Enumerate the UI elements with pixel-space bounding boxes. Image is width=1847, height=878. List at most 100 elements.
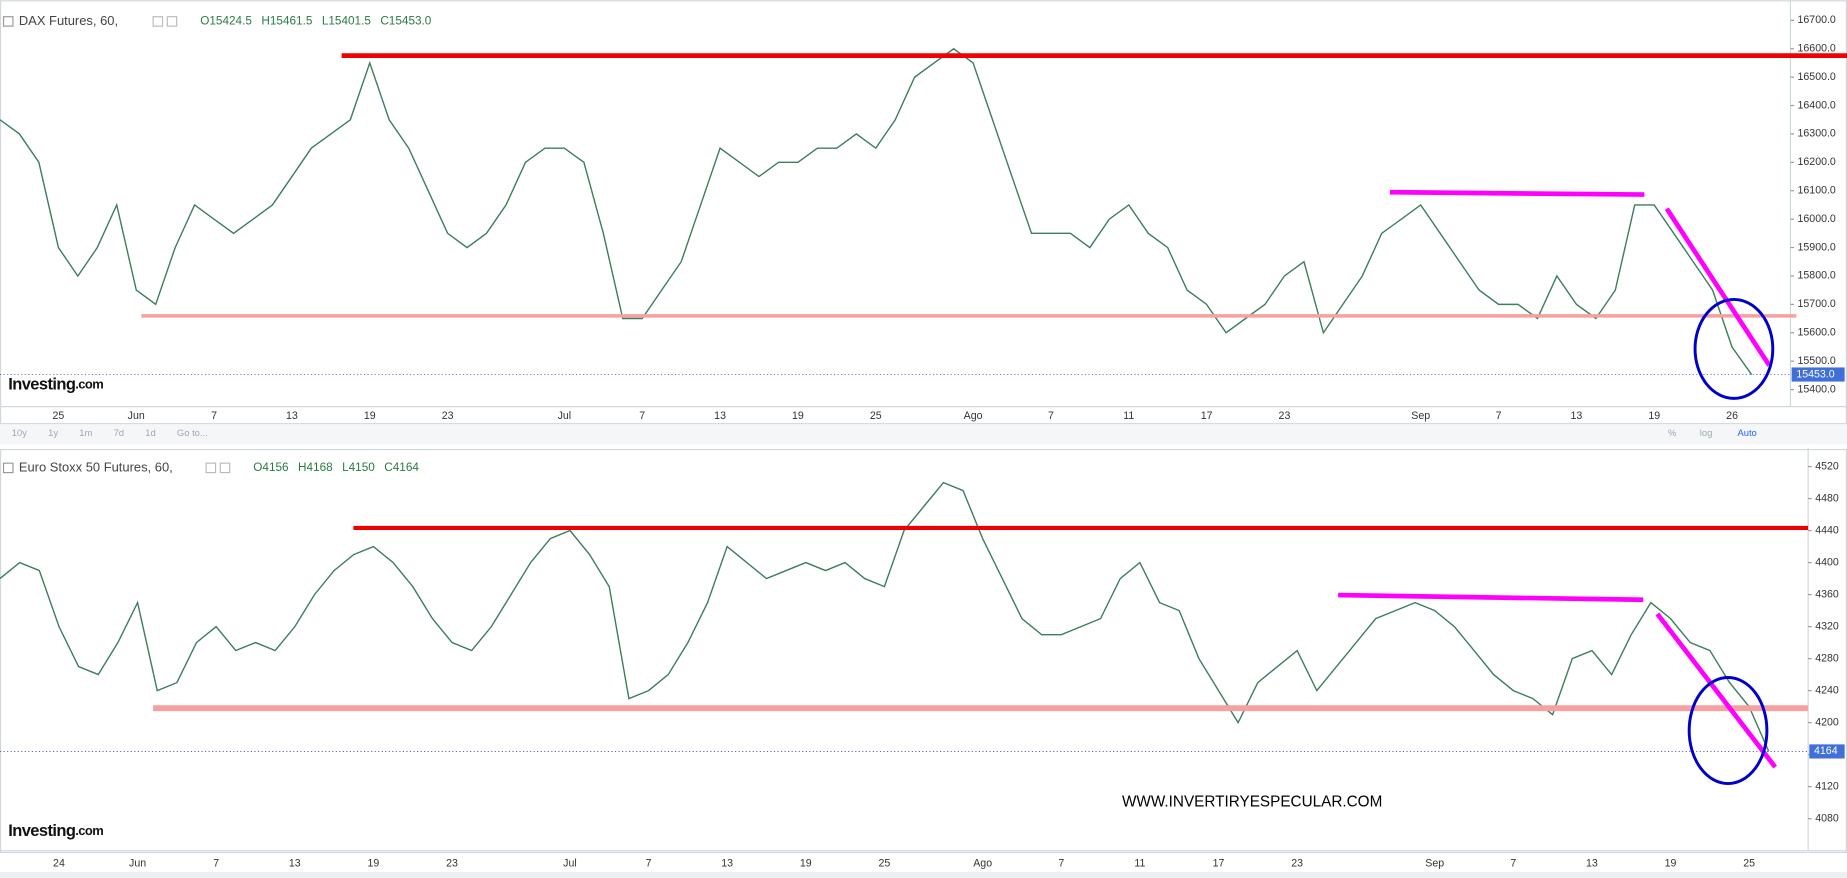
x-tick-label: 13: [286, 410, 298, 422]
y-tick-label: 4480: [1815, 492, 1839, 504]
ohlc-label: O4156: [253, 461, 289, 474]
x-tick-label: 25: [879, 857, 891, 869]
option-button[interactable]: Auto: [1737, 427, 1756, 438]
x-tick-label: Ago: [964, 410, 983, 422]
x-tick-label: 17: [1201, 410, 1213, 422]
ohlc-label: L15401.5: [322, 15, 372, 28]
collapse-icon[interactable]: [2, 462, 14, 474]
x-tick-label: Ago: [973, 857, 992, 869]
y-tick-label: 15400.0: [1798, 383, 1836, 395]
logo: Investing.com: [8, 822, 103, 840]
x-tick-label: 7: [1496, 410, 1502, 422]
x-tick-label: 23: [442, 410, 454, 422]
y-tick-label: 15700.0: [1798, 298, 1836, 310]
y-tick-label: 4120: [1815, 780, 1839, 792]
x-tick-label: Jun: [128, 410, 145, 422]
x-tick-label: 7: [211, 410, 217, 422]
x-tick-label: 19: [1648, 410, 1660, 422]
goto-button[interactable]: Go to...: [177, 427, 208, 438]
settings-icon[interactable]: [205, 462, 217, 474]
y-tick-label: 4200: [1815, 716, 1839, 728]
y-tick-label: 4400: [1815, 556, 1839, 568]
range-button[interactable]: 1d: [145, 427, 155, 438]
x-tick-label: 19: [800, 857, 812, 869]
bottom-panel: [0, 449, 1847, 854]
chart-title: Euro Stoxx 50 Futures, 60,: [19, 459, 173, 474]
y-tick-label: 15800.0: [1798, 270, 1836, 282]
x-tick-label: 13: [721, 857, 733, 869]
range-button[interactable]: 10y: [12, 427, 27, 438]
trend-line: [1664, 207, 1772, 367]
x-tick-label: 19: [364, 410, 376, 422]
range-button[interactable]: 1y: [48, 427, 58, 438]
x-tick-label: 13: [1570, 410, 1582, 422]
y-tick-label: 16200.0: [1798, 156, 1836, 168]
ohlc-label: C4164: [384, 461, 419, 474]
y-tick-label: 4360: [1815, 588, 1839, 600]
x-tick-label: 11: [1123, 410, 1134, 422]
x-tick-label: 13: [714, 410, 726, 422]
range-button[interactable]: 1m: [79, 427, 92, 438]
logo-suffix: .com: [75, 377, 103, 392]
x-tick-label: 13: [289, 857, 301, 869]
ohlc-label: C15453.0: [380, 15, 431, 28]
x-tick-label: 25: [52, 410, 64, 422]
chart-title: DAX Futures, 60,: [19, 13, 118, 28]
y-tick-label: 4320: [1815, 620, 1839, 632]
x-tick-label: 7: [639, 410, 645, 422]
price-line: [0, 47, 1753, 375]
settings-icon[interactable]: [166, 16, 178, 27]
option-button[interactable]: log: [1700, 427, 1713, 438]
top-line: [1338, 592, 1644, 603]
y-tick-label: 16000.0: [1798, 213, 1836, 225]
collapse-icon[interactable]: [2, 16, 14, 27]
x-tick-label: 24: [53, 857, 65, 869]
ohlc-label: H4168: [298, 461, 333, 474]
x-tick-label: 23: [1279, 410, 1291, 422]
logo-brand: Investing: [8, 376, 75, 394]
x-tick-label: 7: [646, 857, 652, 869]
y-tick-label: 4440: [1815, 524, 1839, 536]
watermark: WWW.INVERTIRYESPECULAR.COM: [1122, 793, 1382, 810]
price-line: [0, 481, 1770, 752]
x-tick-label: 7: [1510, 857, 1516, 869]
y-tick-label: 16600.0: [1798, 43, 1836, 55]
last-price-tag: [1791, 367, 1845, 382]
range-button[interactable]: 7d: [114, 427, 124, 438]
y-tick-label: 15600.0: [1798, 327, 1836, 339]
x-tick-label: 11: [1134, 857, 1145, 869]
y-tick-label: 4080: [1815, 812, 1839, 824]
toolbar: [0, 424, 1847, 445]
y-tick-label: 16100.0: [1798, 185, 1836, 197]
y-tick-label: 16700.0: [1798, 14, 1836, 26]
x-tick-label: 19: [1665, 857, 1677, 869]
x-tick-label: Jun: [129, 857, 146, 869]
x-tick-label: Jul: [558, 410, 572, 422]
x-tick-label: 23: [1291, 857, 1303, 869]
y-tick-label: 4280: [1815, 652, 1839, 664]
ohlc-label: O15424.5: [200, 15, 252, 28]
logo-suffix: .com: [75, 823, 103, 838]
x-tick-label: 19: [792, 410, 804, 422]
x-tick-label: 7: [213, 857, 219, 869]
x-tick-label: 26: [1726, 410, 1738, 422]
x-tick-label: Sep: [1411, 410, 1430, 422]
last-price-label: 4164: [1814, 745, 1838, 757]
settings-icon[interactable]: [219, 462, 231, 474]
option-button[interactable]: %: [1668, 427, 1677, 438]
x-tick-label: 25: [870, 410, 882, 422]
top-line: [1389, 189, 1645, 197]
settings-icon[interactable]: [152, 16, 164, 27]
y-tick-label: 4240: [1815, 684, 1839, 696]
y-tick-label: 15500.0: [1798, 355, 1836, 367]
drawings: [141, 53, 1847, 786]
bottom-strip: [0, 871, 1847, 878]
y-tick-label: 16500.0: [1798, 71, 1836, 83]
ohlc-label: H15461.5: [261, 15, 312, 28]
top-panel: [0, 0, 1847, 425]
logo: Investing.com: [8, 376, 103, 394]
x-tick-label: 23: [446, 857, 458, 869]
x-tick-label: 7: [1048, 410, 1054, 422]
